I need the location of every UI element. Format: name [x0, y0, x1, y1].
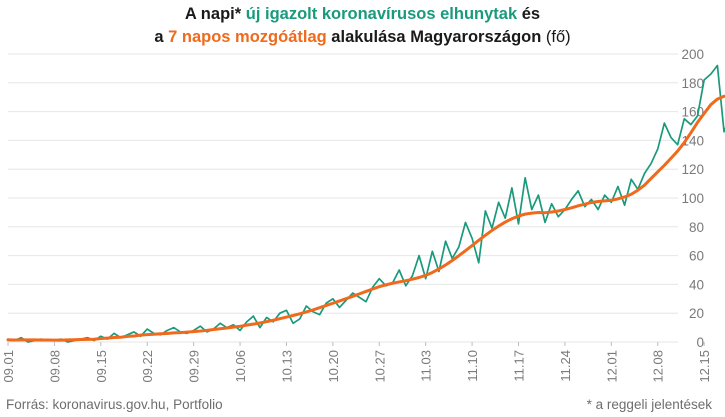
chart-title-line-1: A napi* új igazolt koronavírusos elhunyt… [0, 3, 725, 25]
y-tick-label: 100 [681, 191, 704, 206]
x-tick-label: 12.01 [604, 350, 619, 383]
x-tick-label: 09.01 [1, 350, 16, 383]
y-tick-label: 180 [681, 76, 704, 91]
y-tick-label: 40 [689, 277, 704, 292]
daily-deaths-line [7, 64, 725, 343]
y-tick-label: 120 [681, 162, 704, 177]
title-unit: (fő) [541, 28, 571, 46]
x-tick-label: 09.22 [140, 350, 155, 383]
source-note: Forrás: koronavirus.gov.hu, Portfolio [6, 397, 223, 412]
y-tick-label: 80 [689, 220, 704, 235]
title-prefix: A napi* [184, 5, 246, 23]
title-line1-suffix: és [517, 5, 541, 23]
x-axis-ticks: 09.01 09.08 09.15 09.22 09.29 10.06 10.13 10.20… [1, 342, 712, 383]
y-tick-label: 20 [689, 306, 704, 321]
gridlines [8, 53, 678, 343]
x-tick-label: 12.15 [697, 350, 712, 383]
y-tick-label: 200 [681, 47, 704, 62]
x-tick-label: 11.24 [558, 350, 573, 382]
x-tick-label: 09.08 [47, 350, 62, 383]
x-tick-label: 10.27 [372, 350, 387, 383]
title-line2-prefix: a [154, 28, 169, 46]
series-layer [6, 64, 725, 343]
y-tick-label: 60 [689, 249, 704, 264]
moving-average-line [6, 94, 725, 342]
title-average-series-label: 7 napos mozgóátlag [168, 28, 327, 46]
x-tick-label: 12.08 [651, 350, 666, 383]
x-tick-label: 10.06 [233, 350, 248, 383]
x-tick-label: 11.17 [512, 350, 527, 382]
footnote: * a reggeli jelentések [586, 397, 712, 412]
x-tick-label: 09.29 [187, 350, 202, 383]
title-daily-series-label: új igazolt koronavírusos elhunytak [245, 5, 518, 23]
x-tick-label: 10.20 [326, 350, 341, 383]
y-tick-label: 0 [696, 335, 704, 350]
x-tick-label: 10.13 [279, 350, 294, 383]
x-tick-label: 11.10 [465, 350, 480, 382]
x-tick-label: 11.03 [419, 350, 434, 382]
title-line2-bold: alakulása Magyarországon [326, 28, 542, 46]
x-tick-label: 09.15 [94, 350, 109, 383]
chart-title-line-2: a 7 napos mozgóátlag alakulása Magyarors… [0, 26, 725, 48]
